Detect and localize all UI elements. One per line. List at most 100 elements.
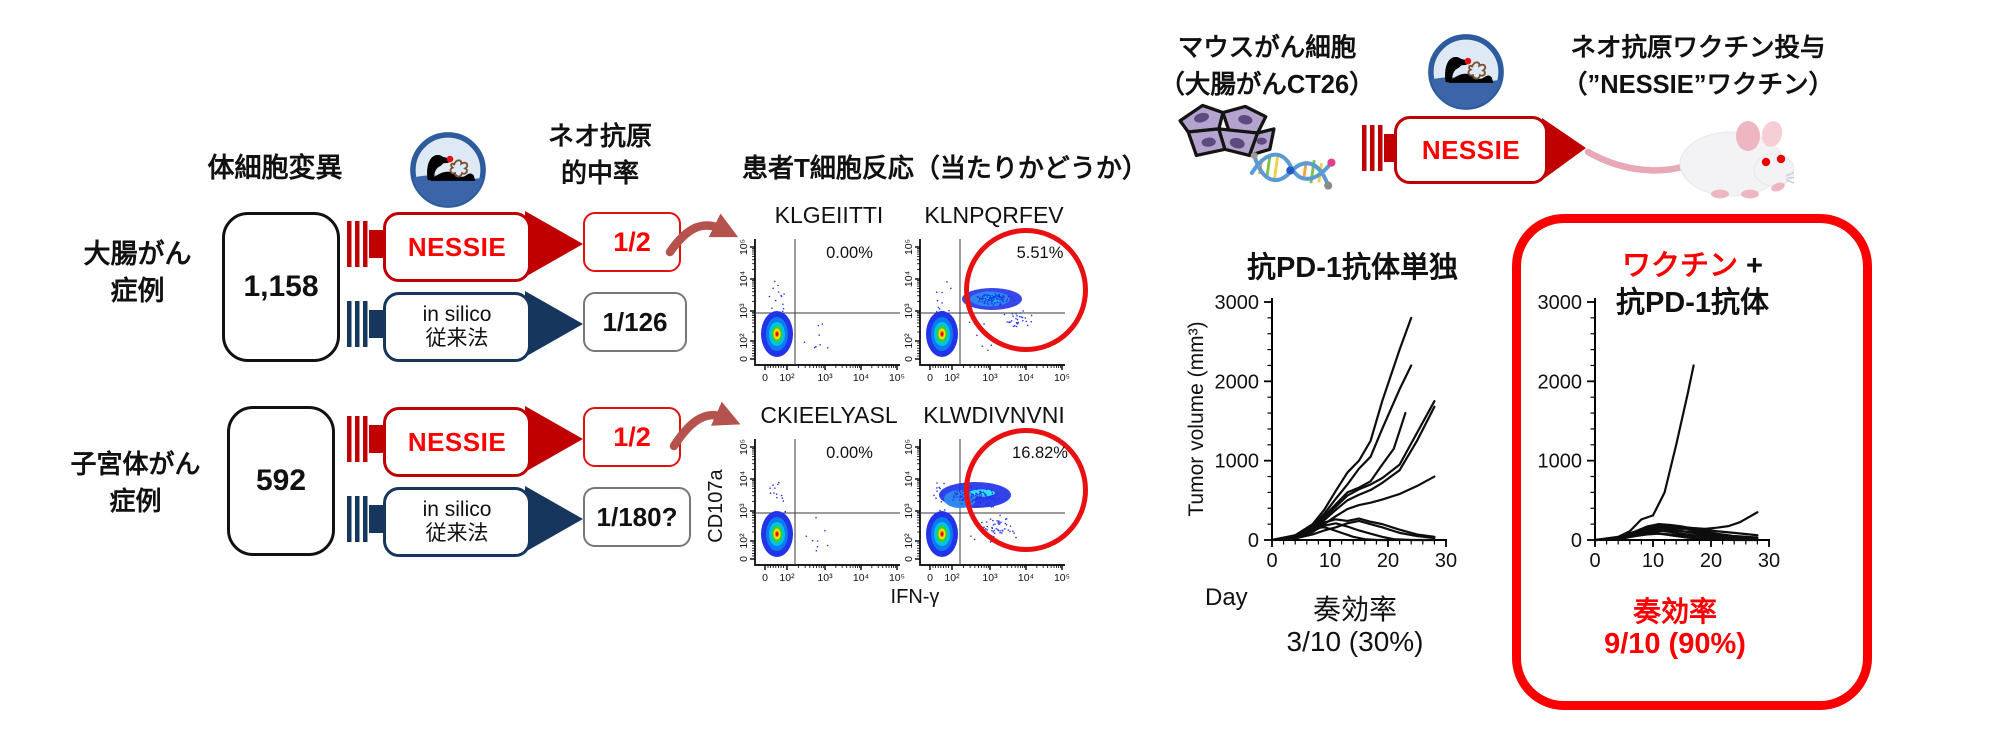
- nessie-arrow-right: NESSIE: [1360, 110, 1590, 186]
- svg-text:10⁴: 10⁴: [903, 471, 915, 487]
- svg-text:2000: 2000: [1538, 371, 1583, 393]
- svg-text:10⁴: 10⁴: [738, 471, 750, 487]
- insilico-method-box: in silico 従来法: [383, 487, 531, 557]
- row-label-colorectal: 大腸がん 症例: [83, 239, 192, 306]
- svg-text:10³: 10³: [738, 303, 750, 319]
- svg-text:0: 0: [1571, 530, 1582, 552]
- flow-plot-klnpqrfev: KLNPQRFEV 0 10² 10³ 10⁴ 10⁵ 0 10² 10³ 10⁴ 10⁵ 5.5…: [902, 202, 1102, 398]
- svg-text:10³: 10³: [982, 572, 998, 584]
- chart-title-anti-pd1: 抗PD-1抗体単独: [1246, 252, 1459, 284]
- svg-text:3000: 3000: [1215, 292, 1260, 314]
- svg-text:30: 30: [1435, 550, 1457, 572]
- day-axis-label: Day: [1205, 584, 1248, 611]
- tumor-chart-vaccine: 0 1000 2000 3000 0 10 20 30: [1538, 292, 1781, 572]
- nessie-method-box: NESSIE: [383, 407, 531, 477]
- svg-text:10⁴: 10⁴: [1018, 572, 1034, 584]
- svg-text:10²: 10²: [738, 333, 750, 349]
- svg-text:10⁵: 10⁵: [1054, 572, 1070, 584]
- flow-plot-title: KLNPQRFEV: [924, 202, 1064, 228]
- svg-text:10: 10: [1319, 550, 1341, 572]
- svg-text:10⁵: 10⁵: [889, 572, 905, 584]
- response-rate-value-right: 9/10 (90%): [1604, 628, 1746, 660]
- flow-x-axis-label: IFN-γ: [890, 586, 940, 608]
- svg-text:0: 0: [903, 356, 915, 362]
- svg-text:10⁵: 10⁵: [903, 439, 915, 455]
- response-rate-value-left: 3/10 (30%): [1286, 626, 1424, 657]
- svg-text:0: 0: [762, 572, 768, 584]
- response-rate-label-right: 奏効率: [1632, 596, 1717, 627]
- hit-rate-header: ネオ抗原 的中率: [525, 118, 675, 192]
- chart-title-vaccine-line2: 抗PD-1抗体: [1615, 287, 1770, 319]
- tumor-chart-anti-pd1: 0 1000 2000 3000 0 10 20 30: [1215, 292, 1458, 572]
- highlight-red-box: [1512, 214, 1872, 710]
- insilico-arrow-row1: in silico 従来法: [347, 287, 587, 362]
- svg-text:10³: 10³: [817, 372, 833, 384]
- quadrant-percent: 5.51%: [1016, 244, 1064, 262]
- svg-text:10³: 10³: [903, 503, 915, 519]
- flow-plot-title: CKIEELYASL: [760, 402, 898, 428]
- chart-title-vaccine-plus: +: [1738, 250, 1763, 282]
- svg-text:10⁵: 10⁵: [903, 239, 915, 255]
- svg-text:10²: 10²: [779, 372, 795, 384]
- positive-hit-circle-icon: [964, 428, 1088, 552]
- svg-text:10²: 10²: [779, 572, 795, 584]
- cancer-cells-icon: [1176, 98, 1278, 168]
- insilico-arrow-row2: in silico 従来法: [347, 482, 587, 557]
- nessie-arrow-row2: NESSIE: [347, 402, 587, 477]
- chart-title-vaccine-red: ワクチン: [1621, 250, 1738, 282]
- result-box-nessie-row2: 1/2: [583, 407, 681, 467]
- svg-text:0: 0: [927, 572, 933, 584]
- svg-text:2000: 2000: [1215, 371, 1260, 393]
- positive-hit-circle-icon: [964, 228, 1088, 352]
- svg-text:10⁴: 10⁴: [903, 271, 915, 287]
- svg-text:0: 0: [738, 356, 750, 362]
- svg-text:0: 0: [738, 556, 750, 562]
- svg-text:1000: 1000: [1538, 451, 1583, 473]
- svg-text:10³: 10³: [738, 503, 750, 519]
- svg-text:10⁵: 10⁵: [1054, 372, 1070, 384]
- svg-text:10: 10: [1642, 550, 1664, 572]
- svg-text:0: 0: [762, 372, 768, 384]
- nessie-arrow-row1: NESSIE: [347, 207, 587, 282]
- result-box-insilico-row2: 1/180?: [583, 487, 691, 547]
- insilico-method-box: in silico 従来法: [383, 292, 531, 362]
- mutation-count-box-endometrial: 592: [227, 406, 335, 556]
- flow-plot-klwdivnvni: KLWDIVNVNI 0 10² 10³ 10⁴ 10⁵ 0 10² 10³ 10⁴ 10⁵ 16…: [902, 402, 1102, 598]
- svg-text:10²: 10²: [944, 572, 960, 584]
- svg-text:10²: 10²: [903, 333, 915, 349]
- svg-text:10⁵: 10⁵: [889, 372, 905, 384]
- tcell-response-header: 患者T細胞反応（当たりかどうか）: [742, 153, 1148, 183]
- svg-text:20: 20: [1700, 550, 1722, 572]
- hit-rate-header-line2: 的中率: [560, 158, 639, 188]
- flow-plot-klgeiitti: KLGEIITTI 0 10² 10³ 10⁴ 10⁵ 0 10² 10³ 10⁴ 10⁵ 0.0…: [737, 202, 937, 398]
- mouse-cells-caption: マウスがん細胞 （大腸がんCT26）: [1159, 34, 1375, 99]
- result-box-insilico-row1: 1/126: [583, 292, 687, 352]
- svg-text:0: 0: [1266, 550, 1277, 572]
- quadrant-percent: 0.00%: [826, 244, 873, 262]
- svg-text:0: 0: [1589, 550, 1600, 572]
- flow-plot-canvas: 0 10² 10³ 10⁴ 10⁵ 0 10² 10³ 10⁴ 10⁵: [738, 439, 905, 584]
- svg-text:30: 30: [1758, 550, 1780, 572]
- svg-text:10⁴: 10⁴: [853, 372, 869, 384]
- quadrant-percent: 16.82%: [1012, 444, 1068, 462]
- svg-text:10²: 10²: [944, 372, 960, 384]
- svg-text:10³: 10³: [903, 303, 915, 319]
- svg-text:10³: 10³: [817, 572, 833, 584]
- chart-title-vaccine: ワクチン + 抗PD-1抗体: [1590, 248, 1795, 322]
- somatic-mutation-header: 体細胞変異: [207, 153, 343, 183]
- svg-text:10⁵: 10⁵: [738, 239, 750, 255]
- flow-plot-canvas: 0 10² 10³ 10⁴ 10⁵ 0 10² 10³ 10⁴ 10⁵: [738, 239, 905, 384]
- flow-plot-ckieelyasl: CKIEELYASL 0 10² 10³ 10⁴ 10⁵ 0 10² 10³ 10⁴ 10⁵ 0.…: [737, 402, 937, 598]
- flow-y-axis-label: CD107a: [705, 469, 727, 543]
- nessie-logo-icon: [409, 131, 487, 209]
- svg-text:0: 0: [927, 372, 933, 384]
- svg-text:20: 20: [1377, 550, 1399, 572]
- svg-text:10²: 10²: [738, 533, 750, 549]
- mutation-count-box-colorectal: 1,158: [222, 212, 340, 362]
- flow-plot-title: KLGEIITTI: [774, 202, 884, 228]
- result-box-nessie-row1: 1/2: [583, 212, 681, 272]
- svg-text:10⁴: 10⁴: [853, 572, 869, 584]
- svg-text:10³: 10³: [982, 372, 998, 384]
- dna-icon: [1246, 136, 1341, 194]
